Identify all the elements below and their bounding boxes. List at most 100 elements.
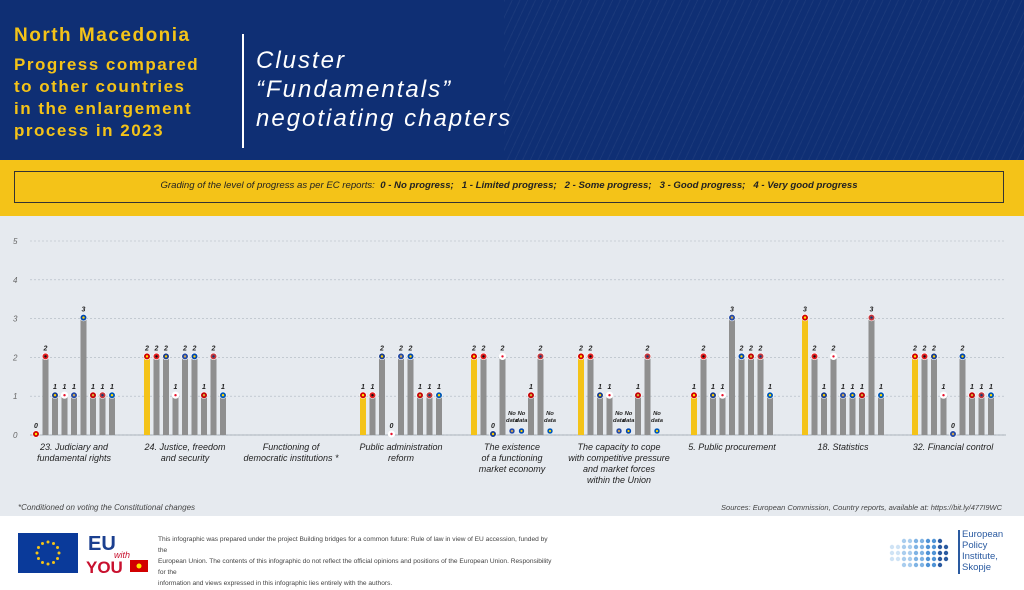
eu-star-icon [52, 541, 55, 545]
legend-item: 0 - No progress; [380, 180, 454, 191]
bar [811, 357, 818, 435]
value-label: 3 [82, 307, 86, 314]
disclaimer-line: information and views expressed in this … [158, 580, 393, 587]
bar [99, 396, 106, 435]
bar [597, 396, 603, 435]
country-flag-icon [721, 394, 724, 397]
y-tick-label: 1 [13, 392, 17, 401]
epi-dot-icon [907, 538, 913, 544]
no-data-label: No [615, 411, 623, 417]
epi-dot-icon [907, 562, 913, 568]
country-flag-icon [361, 394, 365, 397]
disclaimer: This infographic was prepared under the … [158, 534, 558, 589]
no-data-label: data [506, 418, 519, 424]
category-label: of a functioning [481, 453, 542, 463]
country-flag-icon [183, 355, 187, 358]
epi-dot-icon [889, 556, 895, 562]
value-label: 1 [860, 384, 864, 391]
bar [42, 357, 49, 435]
legend-item: 3 - Good progress; [659, 180, 746, 191]
subtitle-line: Progress compared [14, 55, 200, 74]
value-label: 1 [841, 384, 845, 391]
category-label: reform [388, 453, 415, 463]
value-label: 2 [739, 345, 744, 352]
eu-with-you-logo: EU with YOU [86, 533, 148, 576]
category-label: Functioning of [263, 442, 321, 452]
epi-dot-icon [895, 544, 901, 550]
epi-divider [958, 530, 960, 574]
bar [90, 396, 96, 435]
eu-star-icon [36, 546, 40, 549]
epi-dot-icon [925, 562, 931, 568]
eu-star-icon [57, 551, 61, 555]
value-label: 2 [922, 345, 927, 352]
country-flag-icon [193, 355, 196, 358]
country-flag-icon [970, 394, 974, 397]
epi-dot-icon [919, 538, 925, 544]
value-label: 1 [428, 384, 432, 391]
value-label: 1 [202, 384, 206, 391]
country-flag-icon [832, 355, 835, 358]
country-flag-icon [655, 429, 659, 433]
epi-dot-icon [937, 550, 943, 556]
epi-dot-icon [931, 562, 937, 568]
value-label: 2 [538, 345, 543, 352]
epi-dot-icon [901, 556, 907, 562]
disclaimer-line: European Union. The contents of this inf… [158, 558, 552, 576]
bar [191, 357, 198, 435]
institute-name: European Policy Institute, Skopje [962, 529, 1022, 573]
value-label: 2 [960, 345, 965, 352]
value-label: 1 [989, 384, 993, 391]
y-tick-label: 0 [13, 431, 18, 440]
country-flag-icon [53, 394, 57, 397]
bar [210, 357, 217, 435]
epi-dot-icon [907, 550, 913, 556]
value-label: 2 [408, 345, 413, 352]
country-flag-icon [145, 355, 149, 358]
country-flag-icon [803, 316, 807, 319]
value-label: 0 [491, 423, 495, 430]
value-label: 1 [598, 384, 602, 391]
bar [578, 357, 584, 435]
country-flag-icon [221, 394, 225, 397]
country-flag-icon [548, 429, 552, 433]
value-label: 2 [398, 345, 403, 352]
epi-dot-icon [901, 550, 907, 556]
country-flag-icon [730, 316, 734, 319]
country-title: North Macedonia [14, 25, 191, 46]
country-flag-icon [437, 394, 441, 397]
bar [436, 396, 442, 435]
epi-dot-icon [925, 538, 931, 544]
bar [201, 396, 207, 435]
country-flag-icon [34, 432, 38, 436]
country-flag-icon [961, 355, 964, 358]
country-flag-icon [913, 355, 917, 358]
value-label: 2 [192, 345, 197, 352]
country-flag-icon [539, 355, 542, 358]
value-label: 1 [361, 384, 365, 391]
country-flag-icon [418, 394, 422, 397]
value-label: 0 [951, 423, 955, 430]
eu-star-icon [46, 562, 50, 566]
value-label: 1 [721, 384, 725, 391]
value-label: 2 [931, 345, 936, 352]
epi-dot-icon [913, 544, 919, 550]
bar [417, 396, 423, 435]
value-label: 1 [942, 384, 946, 391]
country-flag-icon [711, 394, 715, 397]
country-flag-icon [942, 394, 945, 397]
no-data-label: No [625, 411, 633, 417]
value-label: 2 [645, 345, 650, 352]
country-flag-icon [932, 355, 936, 358]
category-label: Public administration [359, 442, 442, 452]
epi-dot-icon [931, 544, 937, 550]
eu-star-icon [56, 557, 60, 560]
epi-dot-icon [913, 556, 919, 562]
country-flag-icon [951, 432, 955, 436]
y-tick-label: 2 [12, 353, 18, 362]
epi-dot-icon [895, 550, 901, 556]
country-flag-icon [472, 355, 476, 358]
epi-dot-icon [931, 550, 937, 556]
country-flag-icon [627, 429, 630, 433]
value-label: 2 [500, 345, 505, 352]
